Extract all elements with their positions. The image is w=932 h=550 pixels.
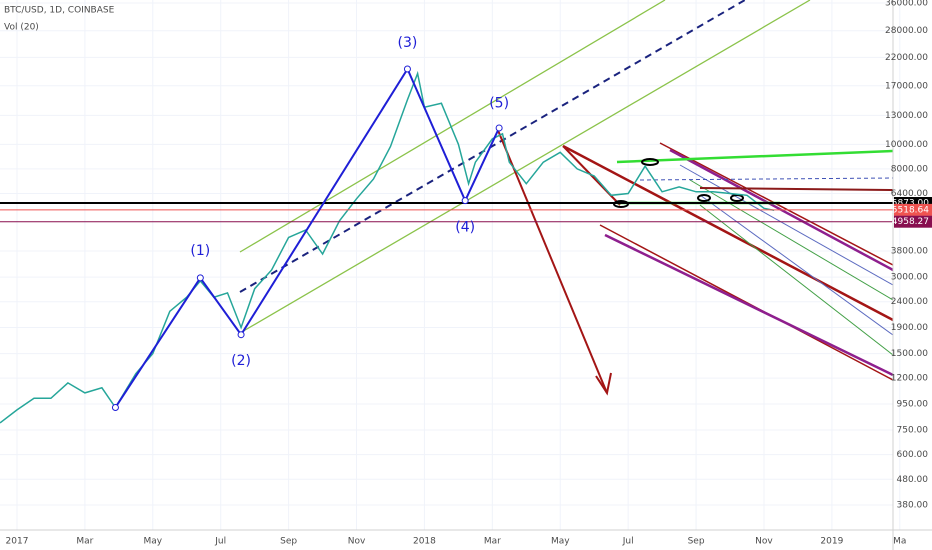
- trend-line: [639, 177, 894, 181]
- x-tick-label: Mar: [76, 537, 93, 547]
- y-tick-label: 28000.00: [885, 26, 928, 36]
- y-tick-label: 480.00: [897, 475, 929, 485]
- wave-label: (2): [231, 353, 251, 369]
- wave-line: [114, 66, 501, 409]
- x-tick-label: Mar: [484, 537, 501, 547]
- price-label-box: [894, 203, 932, 216]
- y-tick-label: 17000.00: [885, 81, 928, 91]
- trend-line: [616, 149, 894, 164]
- arrow: [496, 127, 608, 394]
- x-tick-label: Ma: [893, 537, 906, 547]
- y-tick-label: 1500.00: [891, 349, 928, 359]
- x-tick-label: May: [551, 537, 570, 547]
- x-tick-label: 2017: [6, 537, 29, 547]
- channel-median: [239, 0, 746, 293]
- x-tick-label: Jul: [214, 537, 226, 547]
- y-tick-label: 380.00: [897, 501, 929, 511]
- wave-point: [495, 124, 503, 132]
- wave-label: (3): [398, 35, 418, 51]
- y-tick-label: 8000.00: [891, 164, 928, 174]
- wave-point: [111, 403, 119, 411]
- chart-title: BTC/USD, 1D, COINBASE: [4, 6, 115, 16]
- price-label-box: [894, 215, 932, 228]
- y-tick-label: 750.00: [897, 426, 929, 436]
- wave-point: [461, 197, 469, 205]
- x-tick-label: 2019: [820, 537, 843, 547]
- marker: [730, 194, 744, 202]
- wave-label: (5): [489, 95, 509, 111]
- y-tick-label: 2400.00: [891, 297, 928, 307]
- wave-point: [403, 65, 411, 73]
- x-tick-label: Sep: [280, 537, 297, 547]
- x-tick-label: Sep: [688, 537, 705, 547]
- trend-line: [699, 187, 894, 191]
- wave-label: (4): [455, 220, 475, 236]
- y-tick-label: 6400.00: [891, 189, 928, 199]
- price-label: 4958.27: [892, 217, 929, 227]
- x-tick-label: Nov: [755, 537, 773, 547]
- marker: [697, 194, 711, 202]
- channel-line: [239, 0, 811, 334]
- trend-line: [604, 233, 894, 377]
- trend-line: [679, 164, 894, 286]
- x-tick-label: May: [143, 537, 162, 547]
- y-tick-label: 600.00: [897, 450, 929, 460]
- y-tick-label: 10000.00: [885, 140, 928, 150]
- y-tick-label: 1900.00: [891, 323, 928, 333]
- trend-line: [689, 179, 894, 301]
- price-label: 5518.64: [892, 205, 929, 215]
- y-tick-label: 950.00: [897, 399, 929, 409]
- plot: (1) (2) (3) (4) (5): [0, 35, 893, 424]
- wave-point: [237, 331, 245, 339]
- x-tick-label: Jul: [622, 537, 634, 547]
- y-tick-label: 1200.00: [891, 374, 928, 384]
- y-tick-label: 3000.00: [891, 273, 928, 283]
- subtitle: Vol (20): [4, 23, 39, 33]
- trend-line: [699, 204, 894, 356]
- trend-line: [699, 194, 894, 336]
- wave-label: (1): [190, 243, 210, 259]
- y-tick-label: 3800.00: [891, 247, 928, 257]
- x-tick-label: Nov: [348, 537, 366, 547]
- price-label: 5873.00: [892, 199, 929, 209]
- arrow-head: [595, 372, 612, 396]
- marker: [641, 158, 659, 166]
- trend-line: [562, 144, 894, 322]
- y-tick-label: 22000.00: [885, 53, 928, 63]
- y-tick-label: 13000.00: [885, 111, 928, 121]
- wave-point: [196, 274, 204, 282]
- drawings: [239, 0, 894, 396]
- y-tick-label: 36000.00: [885, 0, 928, 9]
- x-tick-label: 2018: [413, 537, 436, 547]
